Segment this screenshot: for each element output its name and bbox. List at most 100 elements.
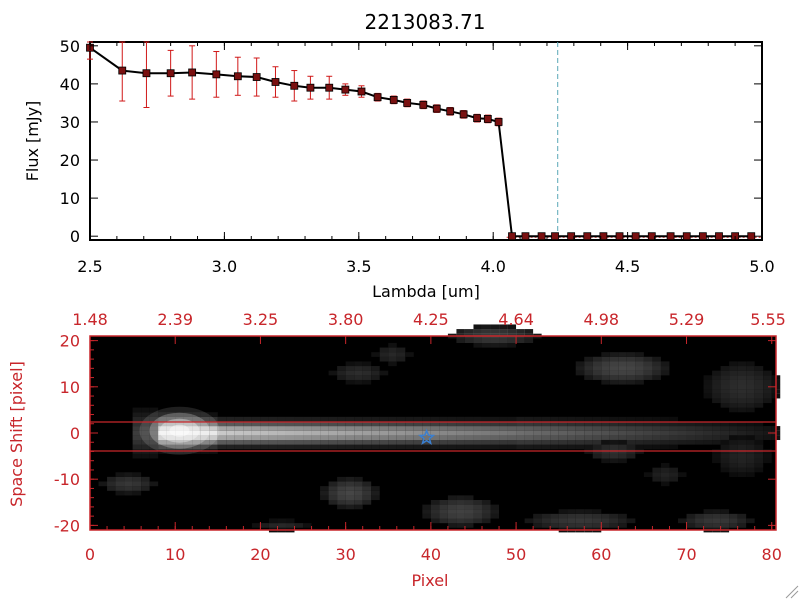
image-trace-pixel xyxy=(217,444,227,450)
image-trace-pixel xyxy=(422,435,431,441)
image-trace-pixel xyxy=(464,421,474,427)
image-trace-pixel xyxy=(260,435,269,441)
image-noise-pixel xyxy=(345,361,355,367)
image-trace-pixel xyxy=(669,435,678,441)
image-trace-pixel xyxy=(678,435,687,441)
image-trace-pixel xyxy=(456,439,465,445)
image-trace-pixel xyxy=(234,435,244,441)
image-trace-pixel xyxy=(405,416,414,422)
image-trace-pixel xyxy=(311,416,321,422)
image-noise-pixel xyxy=(345,379,355,385)
image-trace-pixel xyxy=(541,416,551,422)
image-peak-glow xyxy=(139,406,220,455)
image-trace-pixel xyxy=(507,439,517,445)
image-trace-pixel xyxy=(499,421,508,427)
image-noise-pixel xyxy=(712,370,721,376)
spectrum-point xyxy=(583,232,592,241)
image-trace-pixel xyxy=(320,416,329,422)
image-noise-pixel xyxy=(337,495,346,501)
image-noise-pixel xyxy=(584,518,593,524)
image-noise-pixel xyxy=(618,513,627,519)
image-noise-pixel xyxy=(601,453,610,459)
image-trace-pixel xyxy=(371,430,380,436)
image-trace-pixel xyxy=(763,435,772,441)
image-noise-pixel xyxy=(618,356,627,362)
image-noise-pixel xyxy=(362,486,372,491)
image-trace-pixel xyxy=(533,426,542,431)
image-noise-pixel xyxy=(592,444,602,450)
image-noise-pixel xyxy=(720,379,730,385)
image-trace-pixel xyxy=(695,435,704,441)
image-trace-pixel xyxy=(490,439,500,445)
image-trace-pixel xyxy=(430,444,440,450)
image-trace-pixel xyxy=(149,435,159,441)
image-noise-pixel xyxy=(643,361,653,367)
image-trace-pixel xyxy=(720,430,730,436)
image-trace-pixel xyxy=(268,435,278,441)
image-trace-pixel xyxy=(320,439,329,445)
image-trace-pixel xyxy=(294,435,304,441)
spectrum-point xyxy=(473,114,481,123)
image-noise-pixel xyxy=(575,513,585,519)
image-trace-pixel xyxy=(439,439,448,445)
image-noise-pixel xyxy=(720,366,730,371)
image-trace-pixel xyxy=(132,439,142,445)
image-noise-pixel xyxy=(362,361,372,367)
image-noise-pixel xyxy=(618,361,627,367)
image-trace-pixel xyxy=(609,421,619,427)
image-noise-pixel xyxy=(618,458,627,464)
image-trace-pixel xyxy=(575,430,585,436)
image-trace-pixel xyxy=(413,416,423,422)
image-trace-pixel xyxy=(303,421,312,427)
image-trace-pixel xyxy=(166,416,176,422)
image-trace-pixel xyxy=(388,416,397,422)
image-trace-pixel xyxy=(626,430,636,436)
image-trace-pixel xyxy=(251,430,261,436)
image-noise-pixel xyxy=(490,513,500,519)
image-noise-pixel xyxy=(362,370,372,376)
image-peak-glow xyxy=(169,424,190,437)
image-trace-pixel xyxy=(695,430,704,436)
image-noise-pixel xyxy=(439,509,448,514)
image-trace-pixel xyxy=(516,439,525,445)
image-trace-pixel xyxy=(720,435,730,441)
resize-grip-icon[interactable] xyxy=(785,585,799,599)
image-noise-pixel xyxy=(567,509,576,514)
image-trace-pixel xyxy=(507,416,517,422)
image-noise-pixel xyxy=(141,486,150,491)
image-trace-pixel xyxy=(192,421,201,427)
spectrum-y-tick-label: 20 xyxy=(60,151,80,170)
image-trace-pixel xyxy=(141,439,150,445)
image-trace-pixel xyxy=(354,439,363,445)
image-noise-pixel xyxy=(601,439,610,445)
image-noise-pixel xyxy=(609,356,619,362)
image-noise-pixel xyxy=(456,504,465,510)
image-noise-pixel xyxy=(124,486,133,491)
image-noise-pixel xyxy=(754,463,764,468)
image-noise-pixel xyxy=(669,472,678,477)
image-noise-pixel xyxy=(737,467,747,473)
image-noise-pixel xyxy=(320,495,329,501)
image-trace-pixel xyxy=(183,430,193,436)
image-noise-pixel xyxy=(379,356,389,362)
spectrum-point xyxy=(715,232,723,241)
spectrum-point xyxy=(373,93,382,102)
image-noise-pixel xyxy=(541,513,551,519)
image-noise-pixel xyxy=(473,509,482,514)
image-trace-pixel xyxy=(626,421,636,427)
image-trace-pixel xyxy=(678,421,687,427)
image-trace-pixel xyxy=(473,444,482,450)
image-trace-pixel xyxy=(166,435,176,441)
image-trace-pixel xyxy=(166,439,176,445)
image-trace-pixel xyxy=(430,439,440,445)
image-x-tick-label: 50 xyxy=(506,545,526,564)
image-noise-pixel xyxy=(703,393,713,399)
image-noise-pixel xyxy=(328,495,338,501)
image-noise-pixel xyxy=(720,393,730,399)
image-noise-pixel xyxy=(482,329,491,334)
image-trace-pixel xyxy=(345,444,355,450)
image-trace-pixel xyxy=(464,430,474,436)
image-trace-pixel xyxy=(490,430,500,436)
image-trace-pixel xyxy=(354,426,363,431)
image-noise-pixel xyxy=(430,499,440,505)
